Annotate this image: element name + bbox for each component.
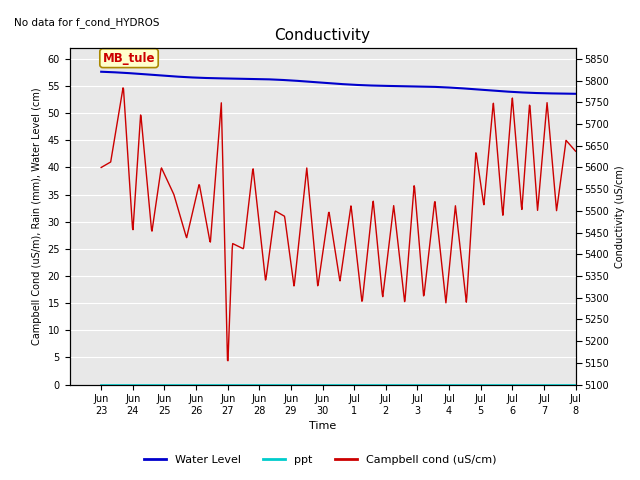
Text: No data for f_cond_HYDROS: No data for f_cond_HYDROS: [14, 17, 159, 28]
Legend: Water Level, ppt, Campbell cond (uS/cm): Water Level, ppt, Campbell cond (uS/cm): [140, 451, 500, 469]
Text: MB_tule: MB_tule: [103, 52, 156, 65]
Y-axis label: Conductivity (uS/cm): Conductivity (uS/cm): [615, 165, 625, 268]
Title: Conductivity: Conductivity: [275, 28, 371, 43]
Y-axis label: Campbell Cond (uS/m), Rain (mm), Water Level (cm): Campbell Cond (uS/m), Rain (mm), Water L…: [32, 87, 42, 345]
X-axis label: Time: Time: [309, 421, 336, 432]
